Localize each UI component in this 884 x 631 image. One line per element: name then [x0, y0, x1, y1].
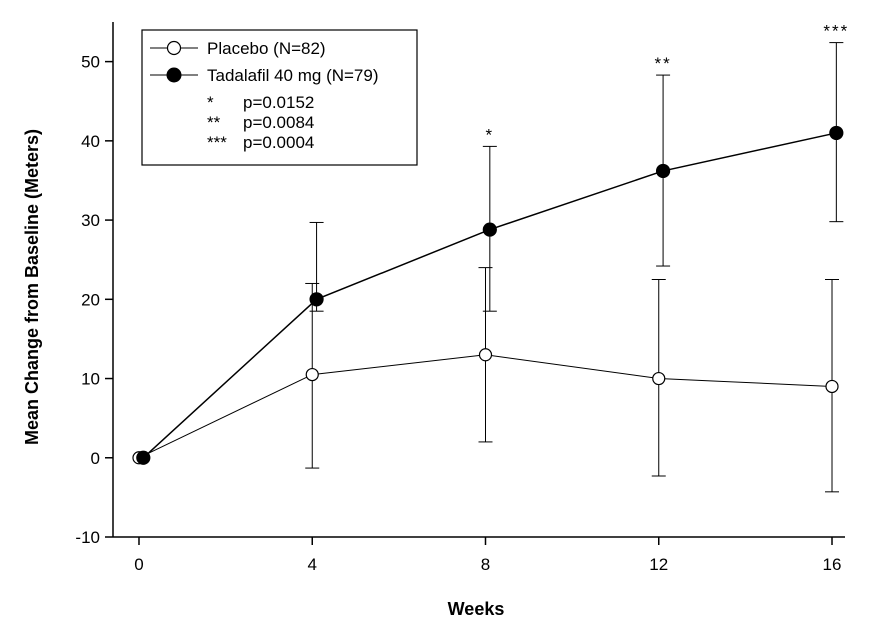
- placebo-data-point: [825, 379, 839, 394]
- legend: Placebo (N=82) Tadalafil 40 mg (N=79) * …: [141, 29, 418, 166]
- x-tick-label: 12: [649, 555, 668, 574]
- y-tick-label: 0: [91, 449, 100, 468]
- tadalafil-data-point: [482, 222, 497, 237]
- y-ticks: -10 0 10 20 30 40 50: [75, 53, 113, 547]
- placebo-data-point: [478, 348, 493, 362]
- significance-marker: **: [654, 54, 671, 73]
- legend-note-2-stars: **: [207, 113, 221, 132]
- legend-note-3-p: p=0.0004: [243, 133, 314, 152]
- legend-note-1-stars: *: [207, 93, 214, 112]
- series-lines: [138, 132, 837, 459]
- y-tick-label: -10: [75, 528, 100, 547]
- legend-note-3-stars: ***: [207, 133, 227, 152]
- legend-placebo-label: Placebo (N=82): [207, 39, 326, 58]
- y-axis-title: Mean Change from Baseline (Meters): [22, 129, 42, 445]
- legend-note-1-p: p=0.0152: [243, 93, 314, 112]
- y-tick-label: 50: [81, 53, 100, 72]
- significance-marker: ***: [823, 22, 849, 41]
- tadalafil-data-point: [136, 450, 151, 465]
- y-tick-label: 30: [81, 211, 100, 230]
- x-axis-title: Weeks: [448, 599, 505, 619]
- x-ticks: 0 4 8 12 16: [134, 537, 841, 574]
- axes: -10 0 10 20 30 40 50 0 4 8 12 16: [75, 22, 845, 574]
- x-tick-label: 0: [134, 555, 143, 574]
- x-tick-label: 4: [308, 555, 317, 574]
- x-tick-label: 16: [823, 555, 842, 574]
- significance-marker: *: [486, 125, 495, 144]
- y-tick-label: 20: [81, 290, 100, 309]
- data-points: [132, 125, 844, 465]
- tadalafil-data-point: [309, 292, 324, 307]
- tadalafil-data-point: [655, 163, 671, 179]
- tadalafil-data-point: [829, 125, 844, 141]
- y-tick-label: 10: [81, 370, 100, 389]
- legend-box: [141, 29, 418, 166]
- x-tick-label: 8: [481, 555, 490, 574]
- y-tick-label: 40: [81, 132, 100, 151]
- placebo-data-point: [305, 367, 319, 382]
- legend-tadalafil-marker-icon: [166, 67, 182, 83]
- error-bars: [305, 42, 844, 493]
- legend-note-2-p: p=0.0084: [243, 113, 314, 132]
- significance-markers: ******: [486, 22, 849, 145]
- placebo-data-point: [652, 371, 666, 386]
- legend-placebo-marker-icon: [166, 40, 182, 56]
- legend-tadalafil-label: Tadalafil 40 mg (N=79): [207, 66, 379, 85]
